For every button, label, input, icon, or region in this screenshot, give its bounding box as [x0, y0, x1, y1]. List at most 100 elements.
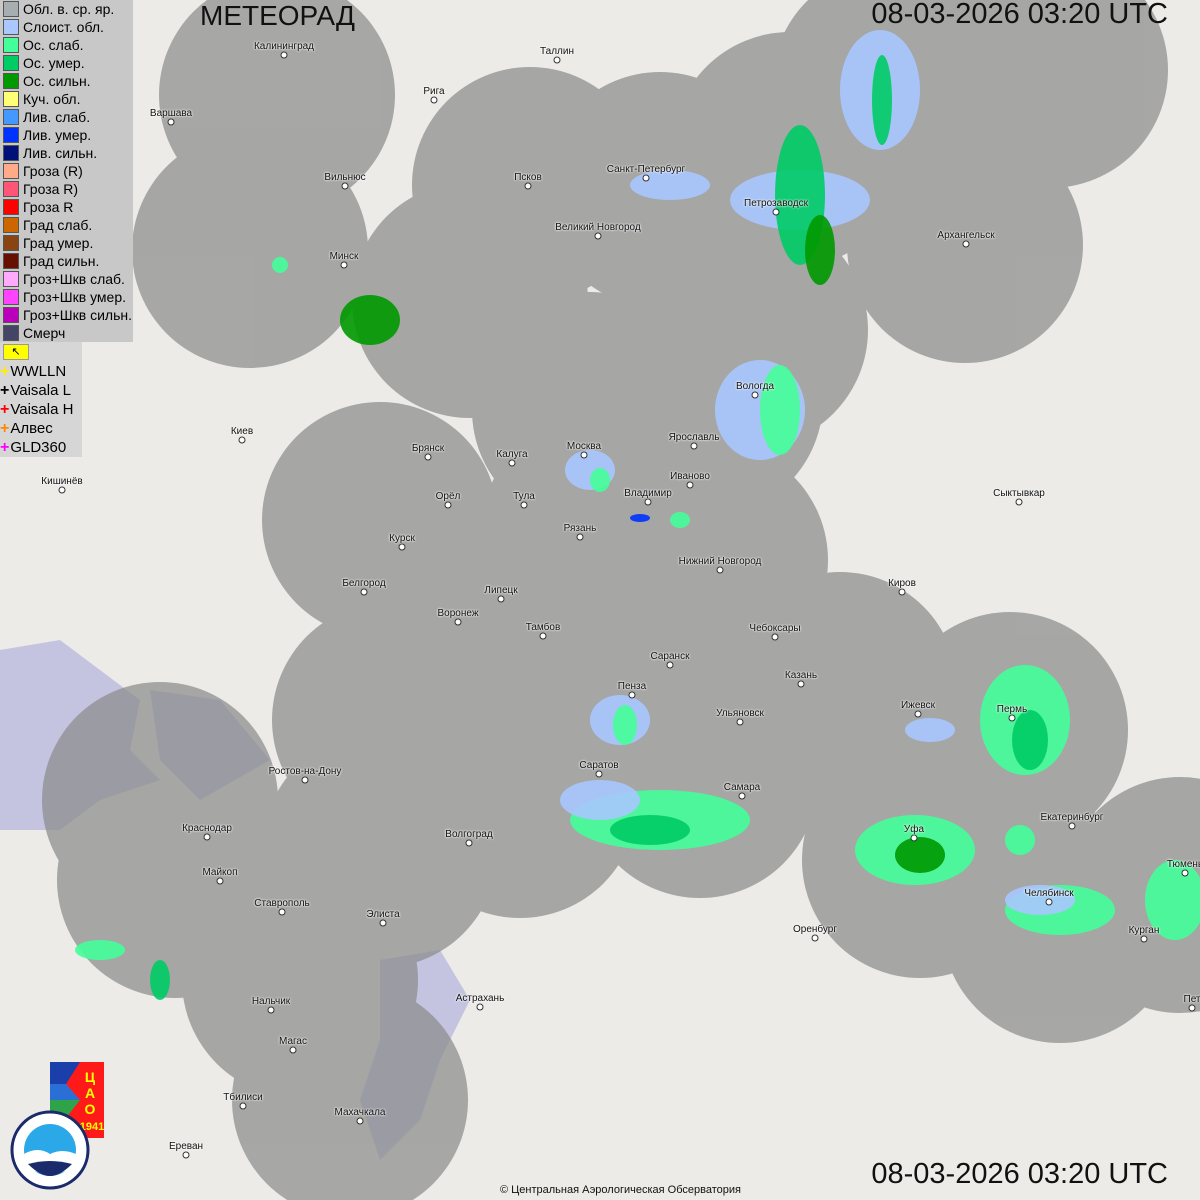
city-marker — [716, 566, 724, 574]
legend-item: Гроз+Шкв умер. — [0, 288, 133, 306]
city-marker — [898, 588, 906, 596]
city-marker — [642, 174, 650, 182]
city-label: Москва — [566, 441, 602, 452]
radar-coverage-circle — [262, 402, 498, 638]
legend-item: Слоист. обл. — [0, 18, 133, 36]
legend-label: Ос. сильн. — [23, 73, 91, 89]
city-marker — [666, 661, 674, 669]
legend-swatch — [3, 307, 19, 323]
city-label: Пермь — [996, 704, 1028, 715]
city-label: Ульяновск — [716, 708, 764, 719]
city-label: Тула — [513, 491, 535, 502]
city-label: Уфа — [903, 824, 925, 835]
city-label: Брянск — [411, 443, 445, 454]
legend-swatch — [3, 253, 19, 269]
city-marker — [341, 182, 349, 190]
legend-swatch — [3, 145, 19, 161]
city-label: Белгород — [342, 578, 386, 589]
precipitation-echo — [340, 295, 400, 345]
city-label: Нальчик — [251, 996, 291, 1007]
city-marker — [524, 182, 532, 190]
lightning-cross-icon: + — [0, 439, 10, 456]
city-label: Архангельск — [937, 230, 995, 241]
legend-label: Град сильн. — [23, 253, 100, 269]
legend-swatch — [3, 73, 19, 89]
precipitation-echo — [590, 468, 610, 492]
legend-swatch — [3, 235, 19, 251]
legend-swatch — [3, 289, 19, 305]
city-label: Майкоп — [202, 867, 238, 878]
city-label: Киев — [230, 426, 254, 437]
city-label: Пенза — [617, 681, 647, 692]
city-marker — [301, 776, 309, 784]
precipitation-echo — [1012, 710, 1048, 770]
city-marker — [1188, 1004, 1196, 1012]
precipitation-echo — [670, 512, 690, 528]
legend-item: Лив. умер. — [0, 126, 133, 144]
legend-label: Гроза R — [23, 199, 74, 215]
city-label: Владимир — [624, 488, 672, 499]
lightning-network-label: GLD360 — [10, 439, 67, 456]
city-label: Тамбов — [525, 622, 561, 633]
precipitation-echoes — [75, 30, 1200, 1000]
city-label: Калуга — [496, 449, 528, 460]
lightning-cross-icon: + — [0, 420, 10, 437]
legend-swatch — [3, 109, 19, 125]
city-marker — [1015, 498, 1023, 506]
legend-item: Обл. в. ср. яр. — [0, 0, 133, 18]
city-label: Иваново — [670, 471, 710, 482]
legend-swatch — [3, 181, 19, 197]
legend-swatch — [3, 91, 19, 107]
precipitation-echo — [760, 365, 800, 455]
legend-label: Лив. умер. — [23, 127, 92, 143]
legend-item: Гроз+Шкв сильн. — [0, 306, 133, 324]
city-label: Тюмень — [1166, 859, 1200, 870]
legend-item: Гроза R) — [0, 180, 133, 198]
city-label: Екатеринбург — [1040, 812, 1104, 823]
city-label: Великий Новгород — [555, 222, 641, 233]
city-marker — [1068, 822, 1076, 830]
city-marker — [553, 56, 561, 64]
city-marker — [594, 232, 602, 240]
svg-text:О: О — [85, 1101, 96, 1117]
city-label: Махачкала — [334, 1107, 386, 1118]
lightning-network-item: + Vaisala H — [0, 400, 82, 419]
city-label: Элиста — [366, 909, 400, 920]
lightning-cross-icon: + — [0, 401, 10, 418]
city-label: Пет — [1183, 994, 1200, 1005]
legend-label: Лив. сильн. — [23, 145, 98, 161]
city-label: Киров — [888, 578, 916, 589]
lightning-network-item: + Vaisala L — [0, 381, 82, 400]
legend-swatch — [3, 55, 19, 71]
city-marker — [797, 680, 805, 688]
legend-label: Ос. умер. — [23, 55, 85, 71]
lightning-toggle-button[interactable]: ↖ — [3, 344, 29, 360]
legend-item: Лив. слаб. — [0, 108, 133, 126]
city-marker — [167, 118, 175, 126]
city-marker — [280, 51, 288, 59]
city-label: Таллин — [540, 46, 574, 57]
city-label: Рига — [423, 86, 445, 97]
legend-label: Гроз+Шкв умер. — [23, 289, 127, 305]
timestamp-bottom: 08-03-2026 03:20 UTC — [871, 1158, 1168, 1190]
legend-swatch — [3, 325, 19, 341]
city-marker — [686, 481, 694, 489]
city-marker — [444, 501, 452, 509]
legend-swatch — [3, 163, 19, 179]
city-marker — [508, 459, 516, 467]
precipitation-echo — [895, 837, 945, 873]
legend-swatch — [3, 19, 19, 35]
city-label: Самара — [723, 782, 761, 793]
city-label: Псков — [514, 172, 542, 183]
copyright: © Центральная Аэрологическая Обсерватори… — [500, 1184, 741, 1196]
legend-item: Ос. сильн. — [0, 72, 133, 90]
city-marker — [628, 691, 636, 699]
legend-item: Гроз+Шкв слаб. — [0, 270, 133, 288]
city-label: Петрозаводск — [744, 198, 808, 209]
city-label: Волгоград — [445, 829, 493, 840]
svg-text:А: А — [85, 1085, 95, 1101]
city-label: Курск — [389, 533, 415, 544]
city-marker — [238, 436, 246, 444]
city-marker — [772, 208, 780, 216]
